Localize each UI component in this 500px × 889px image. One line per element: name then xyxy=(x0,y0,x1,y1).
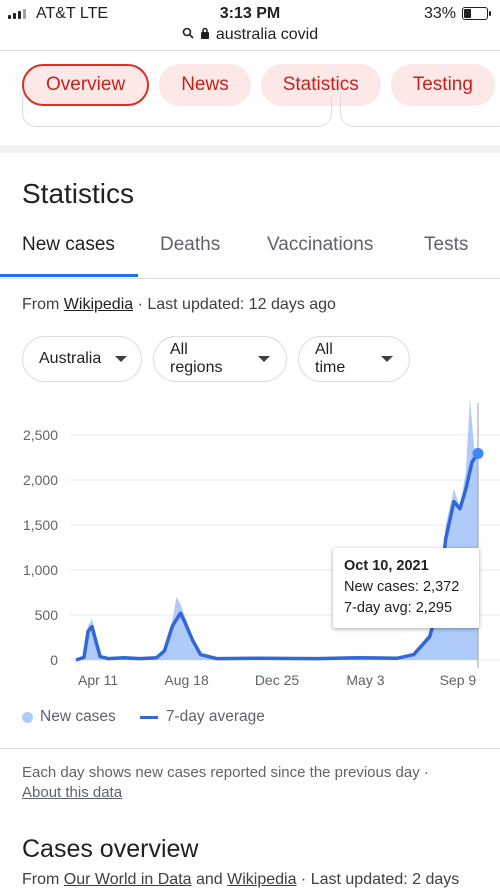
legend-new-cases: New cases xyxy=(40,708,116,725)
signal-icon xyxy=(8,9,26,19)
chart-legend: New cases 7-day average xyxy=(22,708,265,726)
y-tick-label: 1,000 xyxy=(23,562,58,578)
clock: 3:13 PM xyxy=(219,5,281,22)
chip-overview[interactable]: Overview xyxy=(22,64,150,106)
dropdown-arrow-icon xyxy=(115,356,128,362)
average-line xyxy=(75,452,480,662)
tab-vaccinations[interactable]: Vaccinations xyxy=(267,234,374,255)
wikipedia-link[interactable]: Wikipedia xyxy=(227,871,297,888)
legend-line-icon xyxy=(139,715,158,719)
tab-indicator xyxy=(0,274,138,277)
carrier: AT&T LTE xyxy=(36,5,109,22)
y-tick-label: 500 xyxy=(35,607,59,623)
overview-title: Cases overview xyxy=(22,835,199,863)
battery-icon xyxy=(462,7,491,20)
chip-row: Overview News Statistics Testing xyxy=(22,64,495,106)
cut-off-card xyxy=(340,96,500,127)
wikipedia-link[interactable]: Wikipedia xyxy=(63,296,134,313)
new-cases-area xyxy=(76,399,478,660)
stat-tabs: New cases Deaths Vaccinations Tests xyxy=(0,230,500,279)
battery-percent: 33% xyxy=(423,5,456,22)
tooltip-average: 7-day avg: 2,295 xyxy=(344,600,453,616)
region-dropdown[interactable]: Australia xyxy=(22,336,142,382)
divider xyxy=(0,748,500,749)
y-tick-label: 0 xyxy=(50,652,58,668)
about-data-link[interactable]: About this data xyxy=(22,784,123,801)
x-tick-label: Sep 9 xyxy=(440,672,477,688)
lock-icon xyxy=(200,26,210,44)
tab-deaths[interactable]: Deaths xyxy=(160,234,221,255)
status-bar: AT&T LTE 3:13 PM 33% xyxy=(0,0,500,28)
overview-source: From Our World in Data and Wikipedia · L… xyxy=(22,871,460,888)
x-tick-label: Aug 18 xyxy=(164,672,209,688)
dropdown-arrow-icon xyxy=(258,356,270,362)
x-tick-label: Apr 11 xyxy=(78,672,118,688)
time-range-dropdown[interactable]: All time xyxy=(298,336,410,382)
chip-testing[interactable]: Testing xyxy=(390,64,495,106)
url-text: australia covid xyxy=(215,26,319,43)
divider xyxy=(0,50,500,51)
tab-new-cases[interactable]: New cases xyxy=(22,234,115,255)
cut-off-card xyxy=(22,96,332,127)
legend-average: 7-day average xyxy=(165,708,265,725)
tooltip-new-cases: New cases: 2,372 xyxy=(344,579,460,595)
search-icon xyxy=(182,26,194,44)
x-tick-label: Dec 25 xyxy=(255,672,300,688)
chip-statistics[interactable]: Statistics xyxy=(260,64,381,106)
dropdown-arrow-icon xyxy=(381,356,393,362)
address-bar[interactable]: australia covid xyxy=(0,26,500,44)
chip-news[interactable]: News xyxy=(159,64,251,106)
source-line: From Wikipedia · Last updated: 12 days a… xyxy=(22,296,336,313)
cases-chart[interactable]: 2,500 2,000 1,500 1,000 500 0 Apr 11 Aug 18 Dec … xyxy=(0,395,500,695)
x-tick-label: May 3 xyxy=(346,672,384,688)
chart-tooltip: Oct 10, 2021 New cases: 2,372 7-day avg:… xyxy=(333,548,479,628)
section-separator xyxy=(0,145,500,153)
y-tick-label: 2,500 xyxy=(23,427,58,443)
subregion-dropdown[interactable]: All regions xyxy=(153,336,287,382)
data-note: Each day shows new cases reported since … xyxy=(22,764,429,801)
tooltip-date: Oct 10, 2021 xyxy=(344,558,429,574)
tab-tests[interactable]: Tests xyxy=(424,234,469,255)
selected-point xyxy=(472,447,484,459)
y-tick-label: 2,000 xyxy=(23,472,58,488)
y-tick-label: 1,500 xyxy=(23,517,58,533)
owid-link[interactable]: Our World in Data xyxy=(63,871,192,888)
legend-dot-icon xyxy=(22,711,33,723)
section-title: Statistics xyxy=(22,178,135,209)
